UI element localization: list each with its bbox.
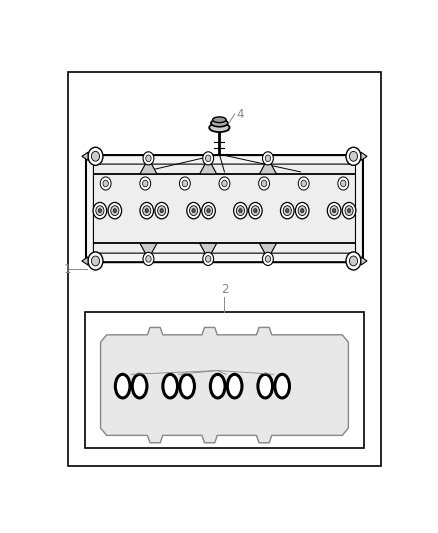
Circle shape <box>205 155 211 161</box>
Circle shape <box>239 208 242 213</box>
Circle shape <box>283 206 291 215</box>
Circle shape <box>100 177 111 190</box>
Circle shape <box>205 206 212 215</box>
Circle shape <box>342 203 356 219</box>
Ellipse shape <box>275 374 290 398</box>
Ellipse shape <box>209 123 230 132</box>
Polygon shape <box>140 243 157 259</box>
Circle shape <box>98 208 102 213</box>
Circle shape <box>222 180 227 187</box>
Circle shape <box>140 203 154 219</box>
Circle shape <box>298 206 306 215</box>
Circle shape <box>180 177 190 190</box>
Circle shape <box>207 208 210 213</box>
Circle shape <box>298 177 309 190</box>
Polygon shape <box>259 243 276 259</box>
Ellipse shape <box>163 374 177 398</box>
Circle shape <box>338 177 349 190</box>
Circle shape <box>88 252 103 270</box>
Circle shape <box>295 203 309 219</box>
Circle shape <box>265 155 271 161</box>
Circle shape <box>265 256 271 262</box>
Circle shape <box>103 180 108 187</box>
Text: 1: 1 <box>63 263 71 276</box>
Ellipse shape <box>180 374 194 398</box>
Circle shape <box>233 203 247 219</box>
Circle shape <box>262 252 273 265</box>
Circle shape <box>341 180 346 187</box>
Text: 3: 3 <box>214 374 221 387</box>
Circle shape <box>330 206 338 215</box>
Circle shape <box>143 252 154 265</box>
Circle shape <box>346 147 361 165</box>
Circle shape <box>93 203 107 219</box>
Circle shape <box>251 206 259 215</box>
Polygon shape <box>101 327 348 443</box>
Circle shape <box>286 208 289 213</box>
Polygon shape <box>82 152 88 160</box>
Circle shape <box>158 206 166 215</box>
Circle shape <box>92 151 99 161</box>
Polygon shape <box>200 158 217 174</box>
Circle shape <box>237 206 244 215</box>
Circle shape <box>145 208 148 213</box>
Circle shape <box>350 151 357 161</box>
Circle shape <box>182 180 187 187</box>
Ellipse shape <box>210 374 225 398</box>
Ellipse shape <box>211 119 228 127</box>
Circle shape <box>88 147 103 165</box>
Text: 2: 2 <box>221 283 228 296</box>
Circle shape <box>146 256 151 262</box>
Ellipse shape <box>227 374 242 398</box>
Polygon shape <box>200 243 217 259</box>
Text: 4: 4 <box>237 108 244 120</box>
Circle shape <box>300 208 304 213</box>
Circle shape <box>350 256 357 266</box>
Circle shape <box>187 203 200 219</box>
Polygon shape <box>140 158 157 174</box>
Circle shape <box>249 203 262 219</box>
Circle shape <box>259 177 269 190</box>
Circle shape <box>327 203 341 219</box>
Polygon shape <box>361 257 367 265</box>
FancyBboxPatch shape <box>86 155 363 262</box>
Polygon shape <box>259 158 276 174</box>
Circle shape <box>345 206 353 215</box>
Circle shape <box>160 208 163 213</box>
Ellipse shape <box>212 117 226 123</box>
Bar <box>85 312 364 448</box>
Circle shape <box>301 180 307 187</box>
Polygon shape <box>82 257 88 265</box>
Circle shape <box>143 206 151 215</box>
Circle shape <box>92 256 99 266</box>
Ellipse shape <box>115 374 130 398</box>
Circle shape <box>280 203 294 219</box>
FancyBboxPatch shape <box>93 164 356 253</box>
Circle shape <box>203 152 214 165</box>
Circle shape <box>346 252 361 270</box>
Circle shape <box>142 180 148 187</box>
Circle shape <box>140 177 151 190</box>
Circle shape <box>261 180 267 187</box>
Ellipse shape <box>132 374 147 398</box>
Circle shape <box>96 206 104 215</box>
Circle shape <box>205 256 211 262</box>
Circle shape <box>111 206 119 215</box>
Circle shape <box>262 152 273 165</box>
Circle shape <box>113 208 117 213</box>
Ellipse shape <box>258 374 272 398</box>
Circle shape <box>190 206 198 215</box>
Polygon shape <box>361 152 367 160</box>
Circle shape <box>332 208 336 213</box>
Circle shape <box>203 252 214 265</box>
Circle shape <box>202 203 215 219</box>
Circle shape <box>254 208 257 213</box>
Circle shape <box>108 203 122 219</box>
Circle shape <box>219 177 230 190</box>
Circle shape <box>192 208 195 213</box>
Circle shape <box>143 152 154 165</box>
Circle shape <box>146 155 151 161</box>
Circle shape <box>155 203 169 219</box>
Circle shape <box>347 208 351 213</box>
